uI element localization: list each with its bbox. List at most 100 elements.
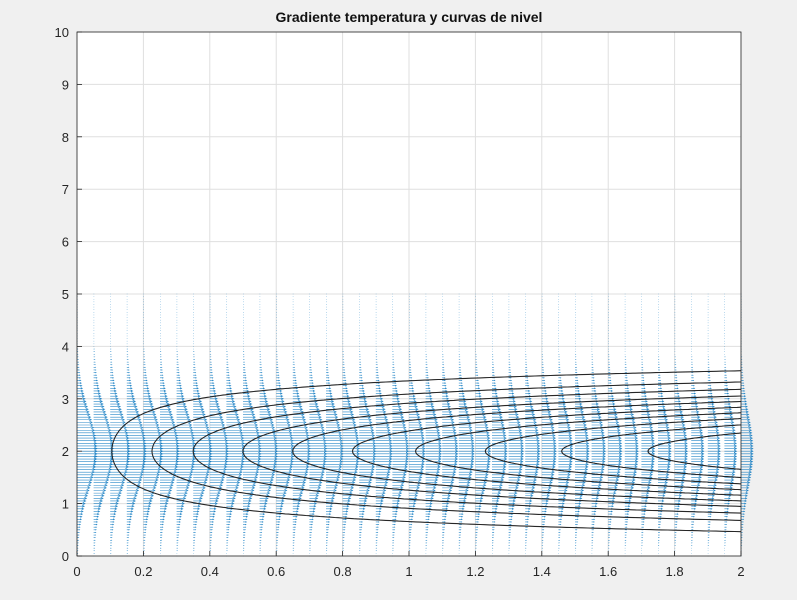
quiver-arrow xyxy=(326,526,330,528)
quiver-arrows xyxy=(77,293,754,557)
quiver-arrow xyxy=(492,420,505,424)
quiver-arrow xyxy=(724,523,728,526)
quiver-arrow xyxy=(425,452,443,456)
quiver-arrow xyxy=(259,366,263,368)
quiver-arrow xyxy=(525,521,529,523)
quiver-arrow xyxy=(658,486,667,490)
quiver-arrow xyxy=(508,518,513,521)
quiver-arrow xyxy=(160,413,173,417)
x-tick-label: 1 xyxy=(405,564,412,579)
quiver-arrow xyxy=(425,410,436,414)
quiver-arrow xyxy=(392,405,402,409)
quiver-arrow xyxy=(691,400,698,403)
quiver-arrow xyxy=(707,384,712,387)
quiver-arrow xyxy=(442,481,455,485)
quiver-arrow xyxy=(326,510,332,513)
quiver-arrow xyxy=(624,413,635,417)
quiver-arrow xyxy=(741,510,746,513)
contour-line xyxy=(292,400,742,502)
quiver-arrow xyxy=(309,481,323,485)
quiver-arrow xyxy=(475,483,487,487)
quiver-arrow xyxy=(707,494,715,497)
quiver-arrow xyxy=(475,447,492,451)
quiver-arrow xyxy=(508,405,517,409)
quiver-arrow xyxy=(624,505,631,508)
quiver-arrow xyxy=(309,460,327,464)
quiver-arrow xyxy=(243,486,256,490)
quiver-arrow xyxy=(541,523,545,526)
quiver-arrow xyxy=(658,452,672,456)
quiver-arrow xyxy=(409,374,413,376)
quiver-arrow xyxy=(209,515,215,518)
quiver-arrow xyxy=(193,410,206,414)
quiver-arrow xyxy=(176,507,184,511)
quiver-arrow xyxy=(608,468,622,472)
quiver-arrow xyxy=(375,436,392,440)
quiver-arrow xyxy=(442,444,459,448)
quiver-arrow xyxy=(575,505,581,508)
quiver-arrow xyxy=(508,439,524,443)
quiver-arrow xyxy=(525,449,541,453)
quiver-arrow xyxy=(707,410,716,414)
quiver-arrow xyxy=(160,475,176,479)
quiver-arrow xyxy=(475,488,486,493)
quiver-arrow xyxy=(126,382,132,384)
quiver-arrow xyxy=(243,521,248,523)
quiver-arrow xyxy=(674,499,681,503)
quiver-arrow xyxy=(541,449,557,453)
quiver-arrow xyxy=(409,502,417,505)
quiver-arrow xyxy=(110,483,125,487)
quiver-arrow xyxy=(624,382,629,384)
y-tick-label: 5 xyxy=(62,287,69,302)
quiver-arrow xyxy=(342,428,358,432)
quiver-arrow xyxy=(691,395,697,398)
quiver-arrow xyxy=(575,483,586,487)
quiver-arrow xyxy=(342,436,360,440)
quiver-arrow xyxy=(143,413,157,417)
quiver-arrow xyxy=(276,377,280,379)
quiver-arrow xyxy=(143,397,152,401)
quiver-arrow xyxy=(143,392,151,395)
quiver-arrow xyxy=(508,420,521,424)
quiver-arrow xyxy=(292,431,310,435)
quiver-arrow xyxy=(624,486,635,490)
quiver-arrow xyxy=(691,428,703,432)
quiver-arrow xyxy=(508,390,514,392)
quiver-arrow xyxy=(276,494,286,498)
quiver-arrow xyxy=(674,452,689,456)
quiver-arrow xyxy=(591,444,606,448)
quiver-arrow xyxy=(691,499,698,503)
quiver-arrow xyxy=(691,521,695,523)
quiver-arrow xyxy=(409,510,415,513)
quiver-arrow xyxy=(392,452,410,456)
quiver-arrow xyxy=(209,392,217,395)
quiver-arrow xyxy=(608,491,617,495)
quiver-arrow xyxy=(326,423,341,427)
quiver-arrow xyxy=(674,457,688,461)
quiver-arrow xyxy=(624,523,628,526)
quiver-arrow xyxy=(193,510,200,513)
quiver-arrow xyxy=(707,423,719,427)
quiver-arrow xyxy=(375,510,382,513)
quiver-arrow xyxy=(558,441,573,445)
quiver-arrow xyxy=(243,389,250,393)
quiver-arrow xyxy=(342,418,356,422)
quiver-arrow xyxy=(193,473,210,477)
quiver-arrow xyxy=(392,491,403,495)
quiver-arrow xyxy=(409,499,417,503)
quiver-arrow xyxy=(707,387,712,390)
quiver-arrow xyxy=(425,377,429,379)
quiver-arrow xyxy=(160,491,172,495)
quiver-arrow xyxy=(575,387,580,390)
quiver-arrow xyxy=(359,507,366,510)
quiver-arrow xyxy=(409,384,414,387)
quiver-arrow xyxy=(375,529,379,531)
quiver-arrow xyxy=(641,413,651,417)
quiver-arrow xyxy=(193,488,206,493)
quiver-arrow xyxy=(425,387,431,390)
quiver-arrow xyxy=(126,496,137,500)
quiver-arrow xyxy=(591,470,605,474)
quiver-arrow xyxy=(193,423,209,427)
quiver-arrow xyxy=(243,371,246,374)
quiver-arrow xyxy=(259,413,272,417)
